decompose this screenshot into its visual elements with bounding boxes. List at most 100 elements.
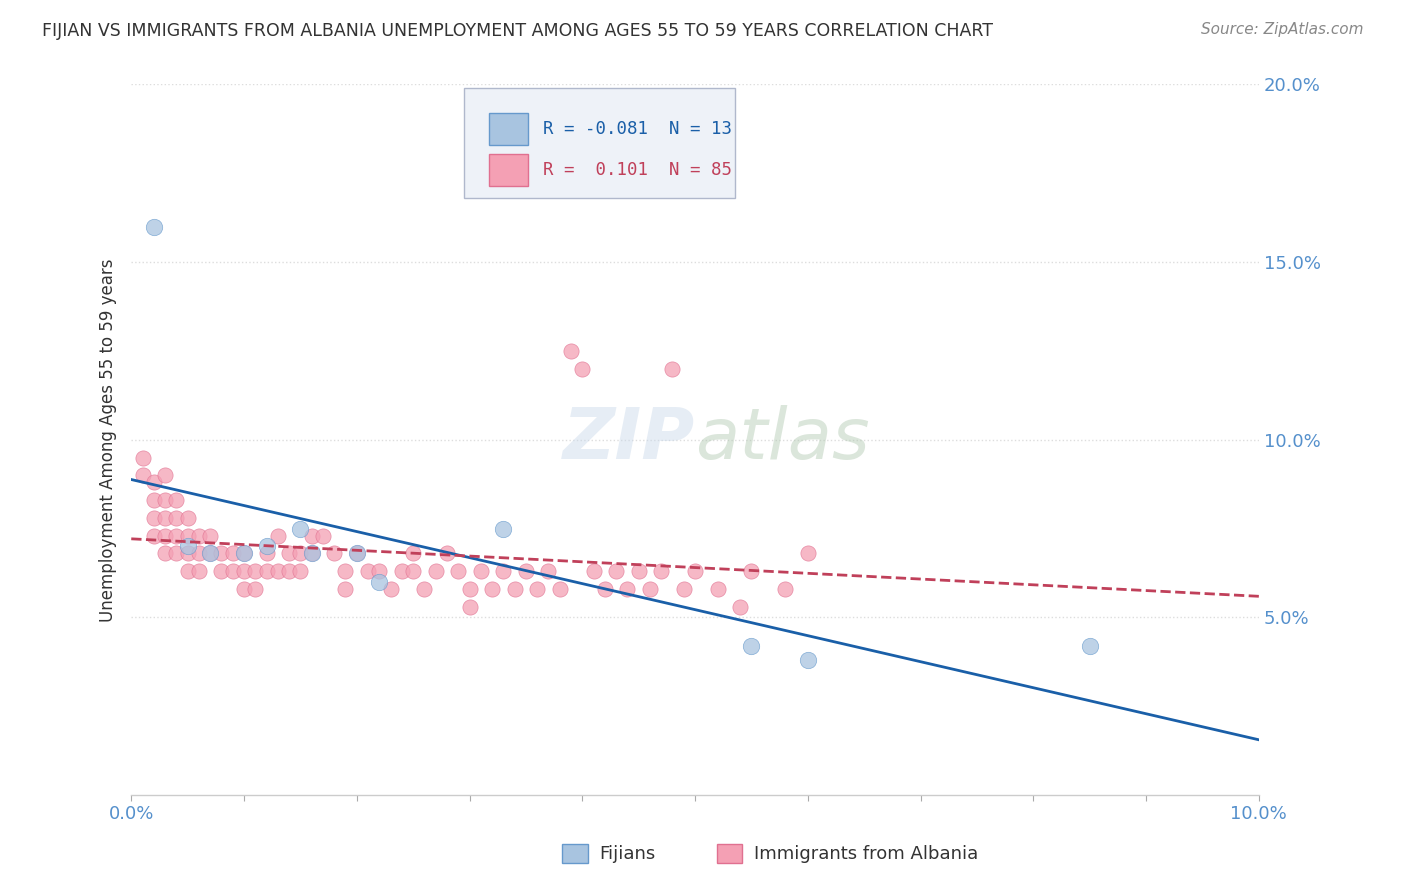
Point [481,582,503,596]
Point [447,564,470,578]
Point [346,546,368,560]
Point [267,564,290,578]
Point [492,522,515,536]
Point [176,539,198,553]
Point [278,564,301,578]
Point [458,599,481,614]
Point [142,493,165,508]
Point [301,529,323,543]
Point [537,564,560,578]
Point [142,511,165,525]
Point [797,653,820,667]
Text: ZIP: ZIP [562,405,695,475]
Text: FIJIAN VS IMMIGRANTS FROM ALBANIA UNEMPLOYMENT AMONG AGES 55 TO 59 YEARS CORRELA: FIJIAN VS IMMIGRANTS FROM ALBANIA UNEMPL… [42,22,993,40]
Point [142,219,165,234]
Point [380,582,402,596]
Point [560,343,582,358]
Point [290,564,312,578]
Point [211,564,233,578]
Point [245,564,267,578]
Point [131,450,153,465]
Text: R = -0.081  N = 13: R = -0.081 N = 13 [543,120,731,138]
Point [797,546,820,560]
Point [391,564,413,578]
Point [142,529,165,543]
Point [458,582,481,596]
Point [165,511,187,525]
Point [470,564,492,578]
Point [153,529,176,543]
Point [593,582,616,596]
Point [176,564,198,578]
Point [176,511,198,525]
Y-axis label: Unemployment Among Ages 55 to 59 years: Unemployment Among Ages 55 to 59 years [100,258,117,622]
Point [165,529,187,543]
Point [256,546,278,560]
Point [301,546,323,560]
FancyBboxPatch shape [464,88,734,198]
Point [740,639,762,653]
Point [233,582,256,596]
Point [728,599,751,614]
Point [153,511,176,525]
Point [661,361,683,376]
Point [267,529,290,543]
Point [153,468,176,483]
Point [526,582,548,596]
Bar [489,153,529,186]
Point [323,546,346,560]
Point [233,546,256,560]
Point [233,546,256,560]
Point [256,564,278,578]
Point [211,546,233,560]
Point [233,564,256,578]
Point [413,582,436,596]
Point [706,582,728,596]
Point [683,564,706,578]
Text: Immigrants from Albania: Immigrants from Albania [754,845,977,863]
Point [672,582,695,596]
Point [425,564,447,578]
Point [312,529,335,543]
Point [198,529,221,543]
Point [153,493,176,508]
Point [492,564,515,578]
Point [368,574,391,589]
Point [256,539,278,553]
Point [515,564,537,578]
Point [740,564,762,578]
Point [176,529,198,543]
Bar [489,113,529,145]
Point [290,546,312,560]
Point [571,361,593,376]
Point [245,582,267,596]
Point [582,564,605,578]
Point [638,582,661,596]
Point [301,546,323,560]
Text: R =  0.101  N = 85: R = 0.101 N = 85 [543,161,731,178]
Point [436,546,458,560]
Point [290,522,312,536]
Point [222,564,245,578]
Point [627,564,650,578]
Point [165,546,187,560]
Point [131,468,153,483]
Point [278,546,301,560]
Point [605,564,627,578]
Point [548,582,571,596]
Point [616,582,638,596]
Point [198,546,221,560]
Point [187,564,209,578]
Point [335,564,357,578]
Point [1078,639,1101,653]
Point [187,529,209,543]
Point [142,475,165,490]
Text: Fijians: Fijians [599,845,655,863]
Point [357,564,380,578]
Point [402,564,425,578]
Point [153,546,176,560]
Text: atlas: atlas [695,405,870,475]
Point [165,493,187,508]
Point [503,582,526,596]
Point [346,546,368,560]
